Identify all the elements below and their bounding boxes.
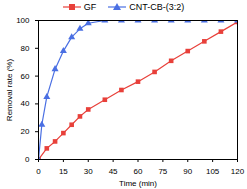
html-text:CNT-CB-(3:2): CNT-CB-(3:2) [129,2,185,12]
svg-text:90: 90 [183,167,192,176]
svg-text:45: 45 [109,167,118,176]
svg-text:0: 0 [25,155,30,164]
svg-text:20: 20 [21,127,30,136]
svg-text:15: 15 [59,167,68,176]
svg-text:60: 60 [21,72,30,81]
svg-text:105: 105 [206,167,220,176]
svg-text:100: 100 [16,16,30,25]
svg-text:120: 120 [231,167,245,176]
svg-text:Removal rate (%): Removal rate (%) [5,59,14,122]
svg-text:60: 60 [134,167,143,176]
svg-text:30: 30 [84,167,93,176]
svg-text:Time (min): Time (min) [119,179,157,188]
svg-text:75: 75 [158,167,167,176]
html-text:GF: GF [83,2,97,12]
svg-text:0: 0 [36,167,41,176]
svg-text:80: 80 [21,44,30,53]
svg-text:40: 40 [21,99,30,108]
